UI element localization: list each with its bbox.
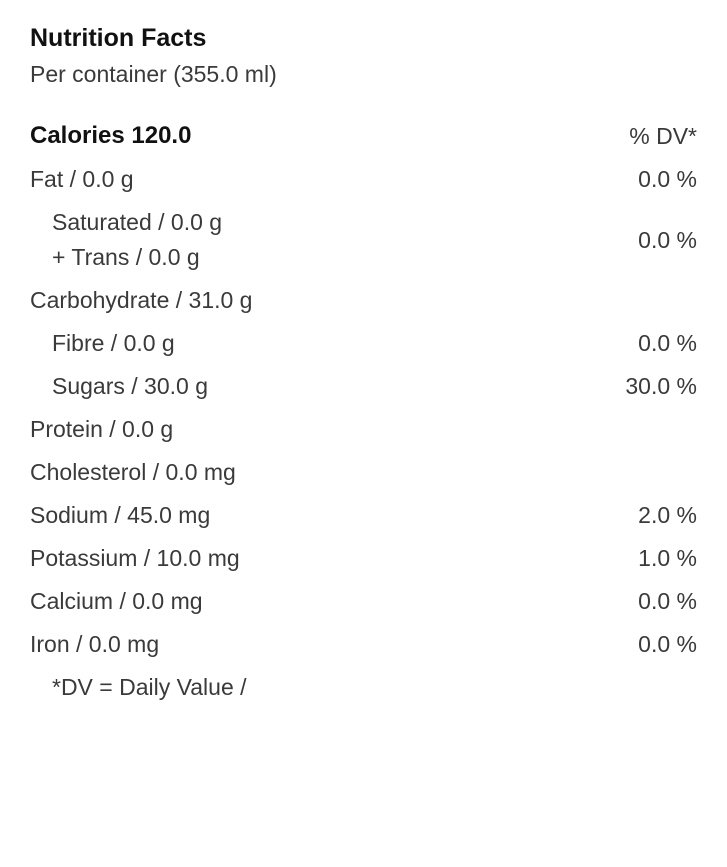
sodium-row: Sodium / 45.0 mg 2.0 %	[30, 494, 697, 537]
cholesterol-label: Cholesterol / 0.0 mg	[30, 459, 697, 486]
cholesterol-row: Cholesterol / 0.0 mg	[30, 451, 697, 494]
calcium-row: Calcium / 0.0 mg 0.0 %	[30, 580, 697, 623]
dv-header: % DV*	[629, 123, 697, 150]
carbohydrate-label: Carbohydrate / 31.0 g	[30, 287, 697, 314]
saturated-trans-dv: 0.0 %	[638, 227, 697, 254]
potassium-label: Potassium / 10.0 mg	[30, 545, 638, 572]
dv-footnote: *DV = Daily Value /	[30, 666, 697, 701]
calcium-dv: 0.0 %	[638, 588, 697, 615]
protein-label: Protein / 0.0 g	[30, 416, 697, 443]
fat-row: Fat / 0.0 g 0.0 %	[30, 158, 697, 201]
iron-dv: 0.0 %	[638, 631, 697, 658]
saturated-trans-row: Saturated / 0.0 g + Trans / 0.0 g 0.0 %	[30, 201, 697, 279]
calcium-label: Calcium / 0.0 mg	[30, 588, 638, 615]
potassium-dv: 1.0 %	[638, 545, 697, 572]
sugars-dv: 30.0 %	[625, 373, 697, 400]
sugars-label: Sugars / 30.0 g	[30, 373, 625, 400]
sodium-label: Sodium / 45.0 mg	[30, 502, 638, 529]
calories-row: Calories 120.0 % DV*	[30, 114, 697, 158]
nutrition-title: Nutrition Facts	[30, 24, 697, 53]
sugars-row: Sugars / 30.0 g 30.0 %	[30, 365, 697, 408]
fibre-dv: 0.0 %	[638, 330, 697, 357]
fat-dv: 0.0 %	[638, 166, 697, 193]
carbohydrate-row: Carbohydrate / 31.0 g	[30, 279, 697, 322]
saturated-label: Saturated / 0.0 g	[52, 209, 222, 236]
calories-label: Calories 120.0	[30, 122, 629, 150]
fibre-row: Fibre / 0.0 g 0.0 %	[30, 322, 697, 365]
trans-label: + Trans / 0.0 g	[52, 244, 222, 271]
protein-row: Protein / 0.0 g	[30, 408, 697, 451]
iron-row: Iron / 0.0 mg 0.0 %	[30, 623, 697, 666]
sodium-dv: 2.0 %	[638, 502, 697, 529]
serving-size: Per container (355.0 ml)	[30, 61, 697, 88]
fibre-label: Fibre / 0.0 g	[30, 330, 638, 357]
fat-label: Fat / 0.0 g	[30, 166, 638, 193]
iron-label: Iron / 0.0 mg	[30, 631, 638, 658]
potassium-row: Potassium / 10.0 mg 1.0 %	[30, 537, 697, 580]
